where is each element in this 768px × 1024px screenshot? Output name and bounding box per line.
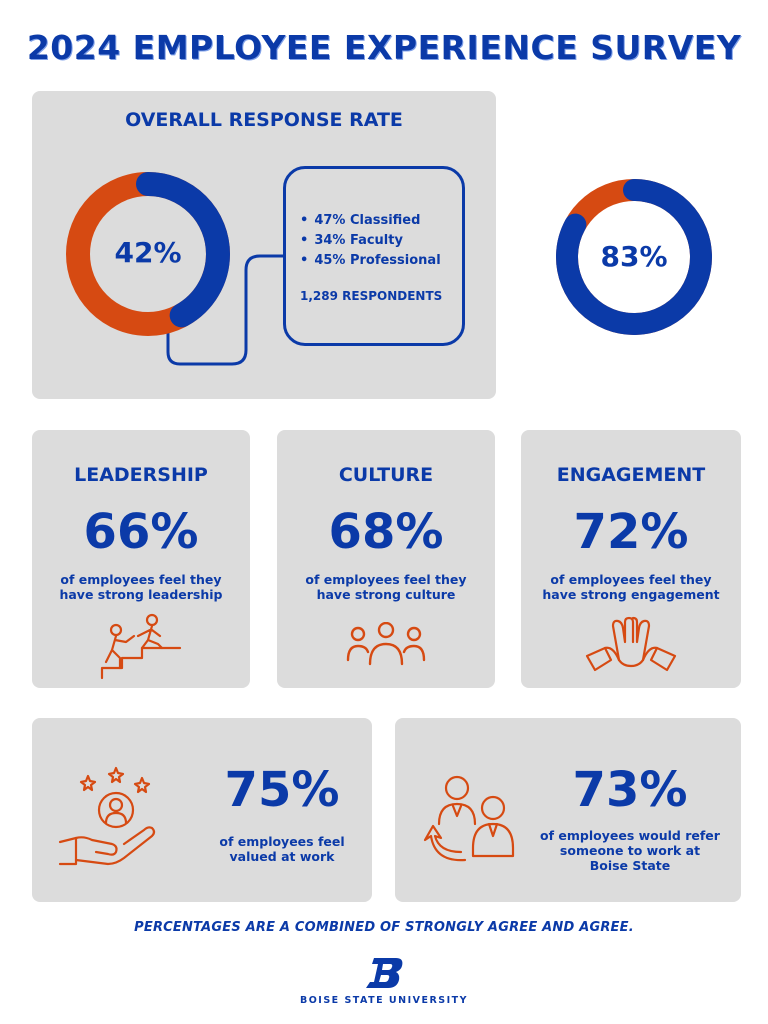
breakdown-item-classified: 47% Classified — [300, 211, 441, 231]
footnote: PERCENTAGES ARE A COMBINED OF STRONGLY A… — [134, 920, 634, 935]
engagement-card: ENGAGEMENT 72% of employees feel they ha… — [521, 430, 741, 688]
refer-caption-line3: Boise State — [589, 858, 671, 873]
response-breakdown-box: 47% Classified 34% Faculty 45% Professio… — [283, 166, 465, 346]
leadership-caption-line2: have strong leadership — [59, 587, 223, 602]
page-title: 2024 EMPLOYEE EXPERIENCE SURVEY — [26, 28, 742, 67]
response-rate-heading: OVERALL RESPONSE RATE — [125, 109, 403, 131]
culture-caption-line2: have strong culture — [316, 587, 456, 602]
leadership-caption-line1: of employees feel they — [60, 572, 222, 587]
refer-caption: of employees would refer someone to work… — [525, 828, 735, 873]
valued-value: 75% — [224, 762, 340, 818]
refer-caption-line2: someone to work at — [559, 843, 701, 858]
culture-card: CULTURE 68% of employees feel they have … — [277, 430, 495, 688]
breakdown-list: 47% Classified 34% Faculty 45% Professio… — [300, 211, 441, 271]
valued-card: 75% of employees feel valued at work — [32, 718, 372, 902]
leadership-value: 66% — [83, 504, 199, 560]
brand-name: BOISE STATE UNIVERSITY — [299, 995, 469, 1006]
breakdown-item-faculty: 34% Faculty — [300, 231, 441, 251]
valued-caption-line2: valued at work — [229, 849, 335, 864]
refer-caption-line1: of employees would refer — [540, 828, 720, 843]
culture-heading: CULTURE — [338, 464, 434, 486]
engagement-heading: ENGAGEMENT — [556, 464, 706, 486]
connector-line — [166, 254, 283, 366]
response-rate-value: 42% — [114, 236, 182, 269]
referral-people-icon — [423, 775, 515, 862]
satisfaction-value: 83% — [600, 240, 668, 273]
valued-caption: of employees feel valued at work — [192, 834, 372, 864]
group-people-icon — [346, 622, 426, 666]
refer-card: 73% of employees would refer someone to … — [395, 718, 741, 902]
response-rate-arc — [66, 172, 230, 336]
hand-person-stars-icon — [58, 766, 156, 866]
leadership-caption: of employees feel they have strong leade… — [32, 572, 250, 602]
engagement-caption: of employees feel they have strong engag… — [521, 572, 741, 602]
boise-state-logo — [364, 956, 404, 990]
high-five-icon — [585, 616, 677, 672]
engagement-caption-line1: of employees feel they — [550, 572, 712, 587]
breakdown-item-professional: 45% Professional — [300, 251, 440, 271]
culture-value: 68% — [328, 504, 444, 560]
culture-caption: of employees feel they have strong cultu… — [277, 572, 495, 602]
culture-caption-line1: of employees feel they — [305, 572, 467, 587]
climbing-stairs-icon — [100, 613, 182, 680]
refer-value: 73% — [572, 762, 688, 818]
respondents-count: 1,289 RESPONDENTS — [300, 289, 443, 303]
leadership-card: LEADERSHIP 66% of employees feel they ha… — [32, 430, 250, 688]
satisfaction-arc — [556, 179, 712, 335]
engagement-value: 72% — [573, 504, 689, 560]
engagement-caption-line2: have strong engagement — [542, 587, 720, 602]
valued-caption-line1: of employees feel — [219, 834, 345, 849]
leadership-heading: LEADERSHIP — [74, 464, 208, 486]
